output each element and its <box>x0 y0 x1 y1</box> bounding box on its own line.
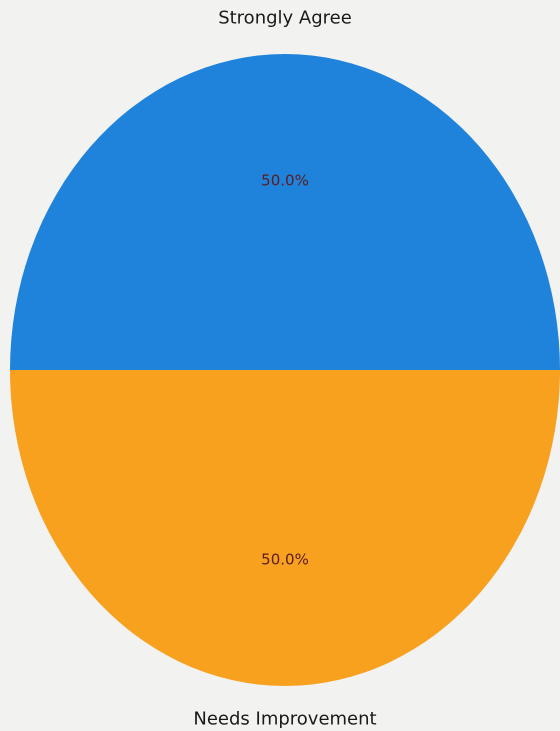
slice-percent-needs-improvement: 50.0% <box>261 551 309 569</box>
pie-slice-needs-improvement <box>10 370 560 686</box>
slice-label-needs-improvement: Needs Improvement <box>193 708 376 729</box>
slice-percent-strongly-agree: 50.0% <box>261 171 309 189</box>
pie-slices <box>10 54 560 686</box>
slice-label-strongly-agree: Strongly Agree <box>218 8 352 29</box>
pie-slice-strongly-agree <box>10 54 560 370</box>
